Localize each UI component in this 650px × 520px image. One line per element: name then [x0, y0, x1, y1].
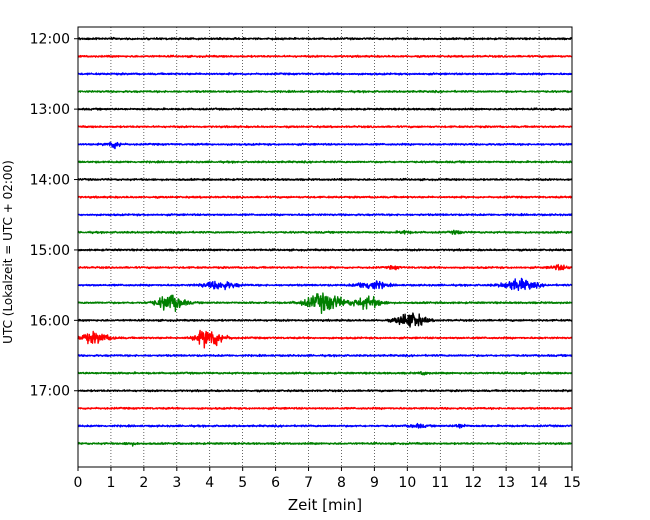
x-tick-label: 15 [563, 475, 581, 491]
trace-1230 [77, 72, 573, 76]
trace-1515 [77, 263, 573, 271]
y-tick-label: 17:00 [30, 384, 70, 400]
trace-1215 [77, 54, 573, 59]
trace-1630 [77, 353, 573, 358]
x-tick-label: 2 [139, 475, 148, 491]
y-tick-label: 15:00 [30, 243, 70, 259]
tick-layer: 0 1 2 3 4 5 6 7 8 9 10 11 12 13 14 1512:0013:0014:0015:… [30, 32, 581, 491]
x-tick-label: 12 [464, 475, 482, 491]
trace-1715 [77, 406, 573, 411]
trace-1445 [77, 229, 573, 235]
x-tick-label: 5 [238, 475, 247, 491]
x-axis-label: Zeit [min] [288, 496, 362, 514]
trace-1615 [77, 329, 573, 349]
trace-1545 [77, 292, 573, 314]
x-tick-label: 4 [205, 475, 214, 491]
y-tick-label: 14:00 [30, 173, 70, 189]
x-tick-label: 6 [271, 475, 280, 491]
x-tick-label: 3 [172, 475, 181, 491]
y-tick-label: 16:00 [30, 313, 70, 329]
trace-1730 [77, 422, 573, 429]
trace-1415 [77, 195, 573, 199]
grid-layer [110, 27, 540, 467]
trace-1600 [77, 312, 573, 328]
trace-1315 [77, 125, 573, 129]
trace-1245 [77, 89, 573, 94]
trace-1345 [77, 160, 573, 164]
trace-1430 [77, 212, 573, 217]
trace-layer [77, 36, 573, 447]
y-axis-label: UTC (Lokalzeit = UTC + 02:00) [1, 160, 15, 344]
y-tick-label: 12:00 [30, 32, 70, 48]
x-tick-label: 10 [398, 475, 416, 491]
trace-1400 [77, 177, 573, 182]
x-tick-label: 13 [497, 475, 515, 491]
x-tick-label: 8 [337, 475, 346, 491]
x-tick-label: 14 [530, 475, 548, 491]
x-tick-label: 9 [370, 475, 379, 491]
trace-1745 [77, 441, 573, 447]
trace-1500 [77, 248, 573, 252]
trace-1700 [77, 389, 573, 393]
x-tick-label: 11 [431, 475, 449, 491]
trace-1530 [77, 277, 573, 291]
trace-1200 [77, 36, 573, 41]
plot-frame [77, 26, 573, 468]
trace-1645 [77, 370, 573, 376]
x-tick-label: 1 [106, 475, 115, 491]
trace-1330 [77, 141, 573, 150]
y-tick-label: 13:00 [30, 102, 70, 118]
x-tick-label: 7 [304, 475, 313, 491]
trace-1300 [77, 107, 573, 111]
x-tick-label: 0 [74, 475, 83, 491]
